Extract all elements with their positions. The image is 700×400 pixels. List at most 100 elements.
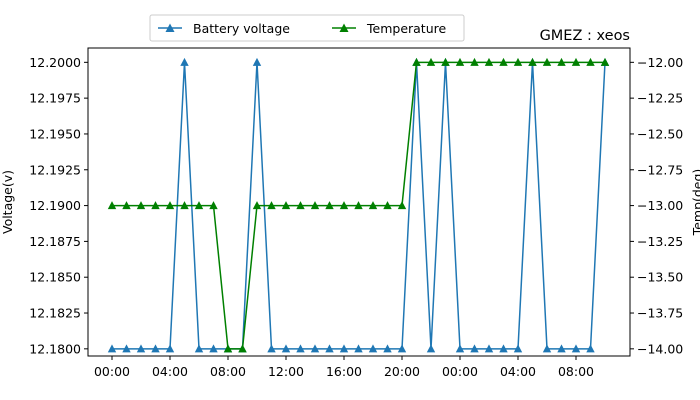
- data-point-battery-voltage: [296, 344, 305, 353]
- data-point-battery-voltage: [281, 344, 291, 353]
- data-point-temperature: [122, 201, 131, 210]
- data-point-battery-voltage: [151, 344, 160, 353]
- y-left-tick-label: 12.1850: [29, 270, 81, 285]
- data-point-temperature: [368, 201, 378, 210]
- data-point-battery-voltage: [136, 344, 146, 353]
- data-point-temperature: [252, 201, 262, 210]
- data-point-temperature: [107, 201, 117, 210]
- data-point-temperature: [354, 201, 363, 210]
- data-point-temperature: [586, 57, 595, 66]
- data-point-battery-voltage: [397, 344, 407, 353]
- data-point-temperature: [455, 57, 465, 66]
- y-left-tick-label: 12.1800: [29, 341, 81, 356]
- data-point-battery-voltage: [470, 344, 479, 353]
- data-point-battery-voltage: [209, 344, 218, 353]
- y-left-tick-label: 12.1825: [29, 306, 81, 321]
- data-point-temperature: [339, 201, 349, 210]
- plot-series: [107, 57, 610, 353]
- data-point-temperature: [484, 57, 494, 66]
- data-point-battery-voltage: [122, 344, 131, 353]
- data-point-temperature: [296, 201, 305, 210]
- plot-area: [87, 47, 631, 357]
- data-point-temperature: [470, 57, 479, 66]
- data-point-temperature: [223, 344, 233, 353]
- data-point-battery-voltage: [325, 344, 334, 353]
- data-point-battery-voltage: [426, 344, 436, 353]
- data-point-battery-voltage: [484, 344, 494, 353]
- y-left-tick-label: 12.1925: [29, 162, 81, 177]
- data-point-temperature: [542, 57, 552, 66]
- data-point-temperature: [180, 201, 189, 210]
- legend-box: [149, 14, 465, 42]
- data-point-temperature: [426, 57, 436, 66]
- data-point-battery-voltage: [383, 344, 392, 353]
- data-point-temperature: [557, 57, 566, 66]
- y-axis-left: 12.1800 12.1825 12.1850 12.1875 12.1900 12.19…: [29, 55, 88, 356]
- data-point-battery-voltage: [455, 344, 465, 353]
- data-point-temperature: [600, 57, 610, 66]
- legend: Battery voltage Temperature: [149, 14, 465, 42]
- data-point-temperature: [441, 57, 450, 66]
- y-right-tick-label: −13.25: [637, 234, 683, 249]
- data-point-temperature: [238, 344, 247, 353]
- x-tick-label: 08:00: [558, 364, 594, 379]
- data-point-temperature: [281, 201, 291, 210]
- y-right-tick-label: −12.50: [637, 126, 683, 141]
- y-right-tick-label: −13.00: [637, 198, 683, 213]
- x-tick-label: 00:00: [94, 364, 130, 379]
- data-point-battery-voltage: [499, 344, 508, 353]
- y-left-tick-label: 12.2000: [29, 55, 81, 70]
- data-point-temperature: [136, 201, 146, 210]
- x-tick-label: 00:00: [442, 364, 478, 379]
- y-left-tick-label: 12.1950: [29, 126, 81, 141]
- legend-marker-temperature: [339, 23, 349, 32]
- y-right-tick-label: −12.75: [637, 162, 683, 177]
- legend-label-temperature: Temperature: [366, 21, 446, 36]
- data-point-temperature: [151, 201, 160, 210]
- data-point-battery-voltage: [194, 344, 204, 353]
- x-tick-label: 20:00: [384, 364, 420, 379]
- x-axis: 00:00 04:00 08:00 12:00 16:00 20:00 00:00 04:00…: [94, 356, 594, 379]
- data-point-temperature: [397, 201, 407, 210]
- data-point-battery-voltage: [513, 344, 523, 353]
- data-point-temperature: [165, 201, 175, 210]
- x-tick-label: 04:00: [152, 364, 188, 379]
- x-tick-label: 08:00: [210, 364, 246, 379]
- y-axis-left-title: Voltage(v): [0, 170, 15, 234]
- legend-entry-battery-voltage: Battery voltage: [158, 21, 290, 36]
- data-point-temperature: [412, 57, 421, 66]
- data-point-temperature: [267, 201, 276, 210]
- data-point-battery-voltage: [586, 344, 595, 353]
- y-right-tick-label: −13.75: [637, 306, 683, 321]
- data-point-temperature: [513, 57, 523, 66]
- data-point-battery-voltage: [354, 344, 363, 353]
- legend-entry-temperature: Temperature: [332, 21, 446, 36]
- data-point-battery-voltage: [165, 344, 175, 353]
- data-point-temperature: [310, 201, 320, 210]
- data-point-temperature: [209, 201, 218, 210]
- data-point-battery-voltage: [339, 344, 349, 353]
- data-point-battery-voltage: [310, 344, 320, 353]
- data-point-battery-voltage: [252, 57, 262, 66]
- legend-marker-battery-voltage: [165, 23, 175, 32]
- data-point-battery-voltage: [107, 344, 117, 353]
- data-point-temperature: [528, 57, 537, 66]
- y-left-tick-label: 12.1900: [29, 198, 81, 213]
- y-left-tick-label: 12.1975: [29, 91, 81, 106]
- x-tick-label: 04:00: [500, 364, 536, 379]
- y-right-tick-label: −12.25: [637, 91, 683, 106]
- y-axis-right-title: Temp(deg): [690, 169, 700, 237]
- data-point-temperature: [325, 201, 334, 210]
- x-tick-label: 16:00: [326, 364, 362, 379]
- y-axis-right: −14.00 −13.75 −13.50 −13.25 −13.00 −12.75 −12.…: [630, 55, 683, 356]
- legend-label-battery-voltage: Battery voltage: [193, 21, 290, 36]
- x-tick-label: 12:00: [268, 364, 304, 379]
- y-right-tick-label: −14.00: [637, 341, 683, 356]
- data-point-battery-voltage: [571, 344, 581, 353]
- data-point-battery-voltage: [180, 57, 189, 66]
- data-point-battery-voltage: [267, 344, 276, 353]
- y-right-tick-label: −13.50: [637, 270, 683, 285]
- data-point-battery-voltage: [542, 344, 552, 353]
- y-right-tick-label: −12.00: [637, 55, 683, 70]
